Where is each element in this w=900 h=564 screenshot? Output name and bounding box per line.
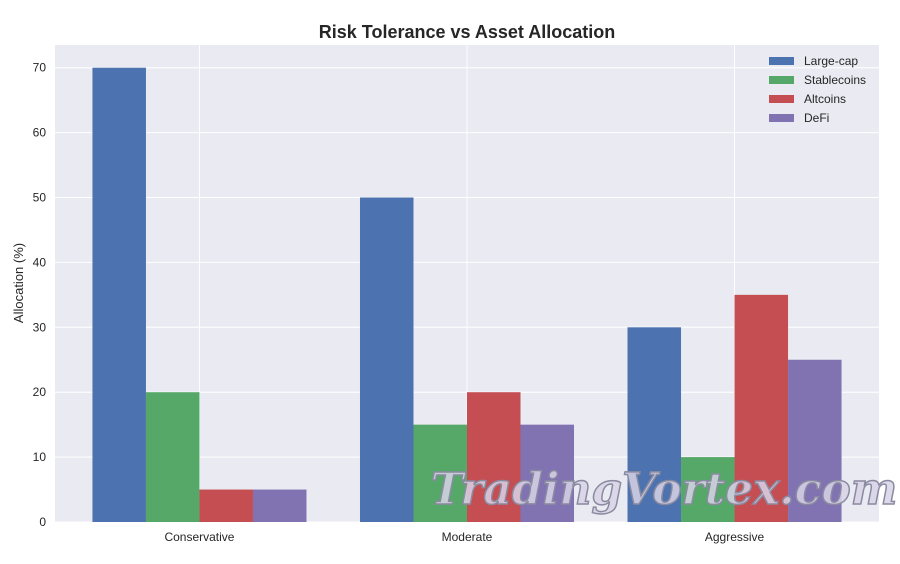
bar-altcoins	[199, 489, 253, 522]
x-tick-label: Moderate	[442, 530, 493, 544]
chart-title: Risk Tolerance vs Asset Allocation	[319, 22, 615, 42]
bar-defi	[788, 359, 842, 522]
legend-swatch	[769, 57, 794, 65]
y-tick-label: 20	[33, 385, 47, 399]
y-tick-label: 40	[33, 255, 47, 269]
y-axis-label: Allocation (%)	[11, 243, 26, 323]
watermark-logo: TradingVortex.com	[431, 464, 898, 515]
bars	[92, 67, 842, 523]
legend-label: Large-cap	[804, 54, 858, 68]
legend-label: Altcoins	[804, 92, 846, 106]
legend-swatch	[769, 114, 794, 122]
legend-label: Stablecoins	[804, 73, 866, 87]
bar-large-cap	[359, 197, 414, 523]
ticks: 0 10 20 30 40 50 60 70 Conservative Moderate Aggre…	[33, 61, 765, 544]
y-tick-label: 60	[33, 126, 47, 140]
bar-stablecoins	[413, 424, 467, 522]
bar-altcoins	[734, 294, 789, 522]
y-tick-label: 70	[33, 61, 47, 75]
y-tick-label: 0	[39, 515, 46, 529]
y-tick-label: 50	[33, 191, 47, 205]
legend: Large-cap Stablecoins Altcoins DeFi	[769, 54, 866, 125]
y-tick-label: 30	[33, 320, 47, 334]
bar-altcoins	[467, 392, 521, 522]
y-tick-label: 10	[33, 450, 47, 464]
x-tick-label: Conservative	[164, 530, 234, 544]
bar-large-cap	[627, 327, 682, 522]
legend-swatch	[769, 76, 794, 84]
x-tick-label: Aggressive	[705, 530, 765, 544]
bar-stablecoins	[145, 392, 200, 522]
bar-large-cap	[92, 67, 146, 522]
bar-defi	[252, 489, 307, 522]
bar-defi	[520, 424, 575, 522]
legend-swatch	[769, 95, 794, 103]
bar-stablecoins	[681, 457, 735, 522]
legend-label: DeFi	[804, 111, 829, 125]
